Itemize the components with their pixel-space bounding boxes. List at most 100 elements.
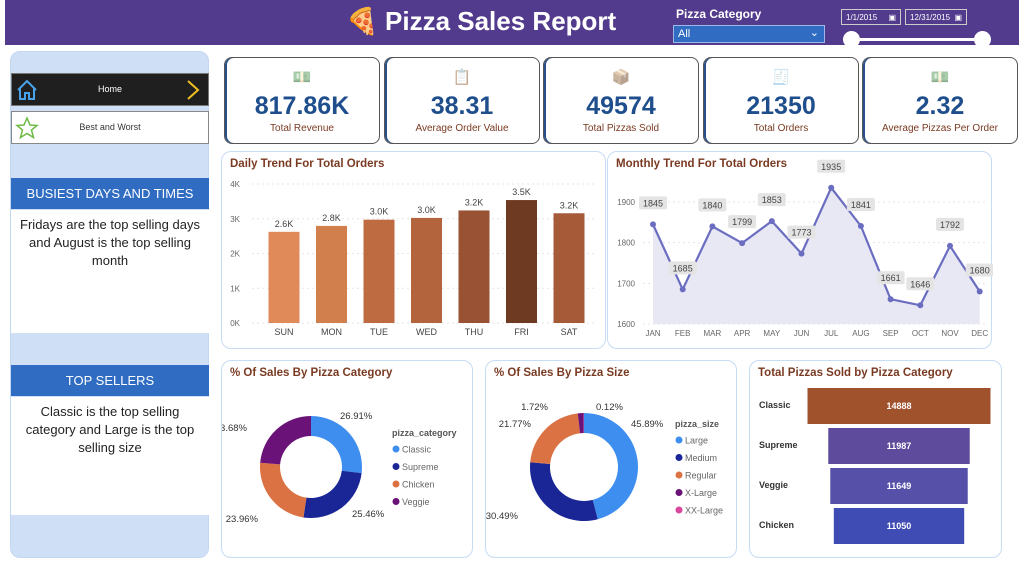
kpi-value: 817.86K [254,92,350,120]
y-tick-label: 1800 [617,239,635,248]
date-end-input[interactable]: 12/31/2015 ▣ [905,9,967,25]
nav-home-button[interactable]: Home [11,73,209,106]
data-label: 2.8K [322,213,341,223]
y-tick-label: 4K [230,180,240,189]
data-point [917,302,924,309]
slice-label: 23.96% [226,514,259,525]
data-point [857,222,864,229]
monthly-trend-chart: 1600 1700 1800 1900 1845 JAN 1685 FEB 1840 MAR 179… [617,159,994,338]
category-label: Supreme [759,440,798,450]
chart-title: % Of Sales By Pizza Category [230,367,393,379]
slice-label: 26.91% [340,411,373,422]
x-tick-label: MON [321,327,342,337]
chevron-down-icon: ⌄ [809,27,819,39]
data-label-bg [817,159,846,173]
bar-veggie [830,468,968,504]
category-filter-label: Pizza Category [676,7,762,21]
slice-label: 25.46% [352,509,385,520]
size-donut-chart: 45.89% 30.49% 21.77% 1.72% 0.12% pizza_size La… [486,402,723,522]
legend-marker [675,436,683,444]
legend-item: Regular [685,471,717,481]
pizzas-sold-card: Total Pizzas Sold by Pizza Category 1488… [749,360,1002,558]
data-label: 1853 [762,195,782,205]
x-tick-label: SUN [274,327,293,337]
y-tick-label: 3K [230,215,240,224]
delivery-icon: 📦 [611,69,631,86]
legend-marker [675,489,683,496]
date-start-input[interactable]: 1/1/2015 ▣ [841,9,901,25]
bar-supreme [828,428,970,464]
x-tick-label: AUG [852,329,869,338]
category-dropdown[interactable]: All ⌄ [673,25,825,43]
slice-label: 1.72% [521,402,548,413]
data-point [679,286,686,293]
category-label: Chicken [759,520,794,530]
data-point [709,223,716,230]
bar-wed [411,217,442,323]
nav-best-worst-button[interactable]: Best and Worst [11,111,209,144]
x-tick-label: JUL [824,329,839,338]
y-tick-label: 1600 [617,320,635,329]
bar-sat [553,213,585,323]
monthly-trend-card: Monthly Trend For Total Orders 1600 1700 1… [607,151,994,349]
x-tick-label: TUE [370,327,388,337]
slice-regular [530,413,581,465]
data-label: 1935 [821,162,841,172]
data-label: 1680 [970,265,990,275]
order-list-icon: 🧾 [771,69,791,86]
data-label: 1845 [643,198,663,208]
x-tick-label: APR [734,329,751,338]
area-fill [653,187,980,324]
legend-item: Veggie [402,497,430,507]
legend-marker [392,463,400,470]
slice-x-large [577,413,584,434]
kpi-card: 💵 817.86K Total Revenue [224,57,380,144]
legend-marker [392,445,400,453]
x-tick-label: JAN [645,329,660,338]
legend-marker [392,498,400,505]
data-label-bg [728,215,757,229]
data-label-bg [757,193,786,207]
date-slider-track[interactable] [852,38,984,41]
x-tick-label: FEB [675,329,691,338]
x-tick-label: THU [465,327,484,337]
x-tick-label: WED [416,327,437,337]
legend-item: X-Large [685,488,717,498]
legend-marker [675,506,683,514]
trend-line [651,185,981,307]
data-label-bg [906,277,935,291]
kpi-value: 2.32 [915,92,965,120]
kpi-value: 38.31 [430,92,494,120]
data-label-bg [876,271,905,285]
clipboard-icon: 📋 [452,69,472,86]
nav-home-label: Home [97,84,122,94]
bar-thu [458,210,490,323]
date-slider-start-handle[interactable] [843,31,860,48]
data-label-bg [965,263,994,277]
daily-trend-card: Daily Trend For Total Orders 0K 1K 2K 3K 4K 2… [221,151,606,349]
data-label: 3.0K [417,205,436,215]
x-tick-label: JUN [794,329,810,338]
y-tick-label: 1700 [617,279,635,288]
data-label: 1799 [732,217,752,227]
x-tick-label: MAY [763,329,780,338]
legend-marker [675,454,683,461]
pizza-icon: 🍕 [346,6,379,36]
category-value: All [678,28,691,40]
bar-classic [807,388,991,424]
data-label-bg [639,196,667,210]
data-label-bg [698,198,727,212]
data-point [798,250,805,257]
x-tick-label: OCT [912,329,929,338]
y-tick-label: 0K [230,319,240,328]
category-donut-chart: 26.91% 25.46% 23.96% 23.68% pizza_category Cl… [215,411,457,525]
bar-sun [268,231,300,323]
date-slider-end-handle[interactable] [974,31,991,48]
category-pie-card: % Of Sales By Pizza Category 26.91% 25.46… [215,360,473,558]
slice-large [584,413,638,520]
legend-item: Large [685,436,708,446]
bar-tue [363,219,395,323]
kpi-label: Total Pizzas Sold [582,123,660,134]
busiest-heading: BUSIEST DAYS AND TIMES [11,178,209,209]
date-end-value: 12/31/2015 [910,13,951,22]
